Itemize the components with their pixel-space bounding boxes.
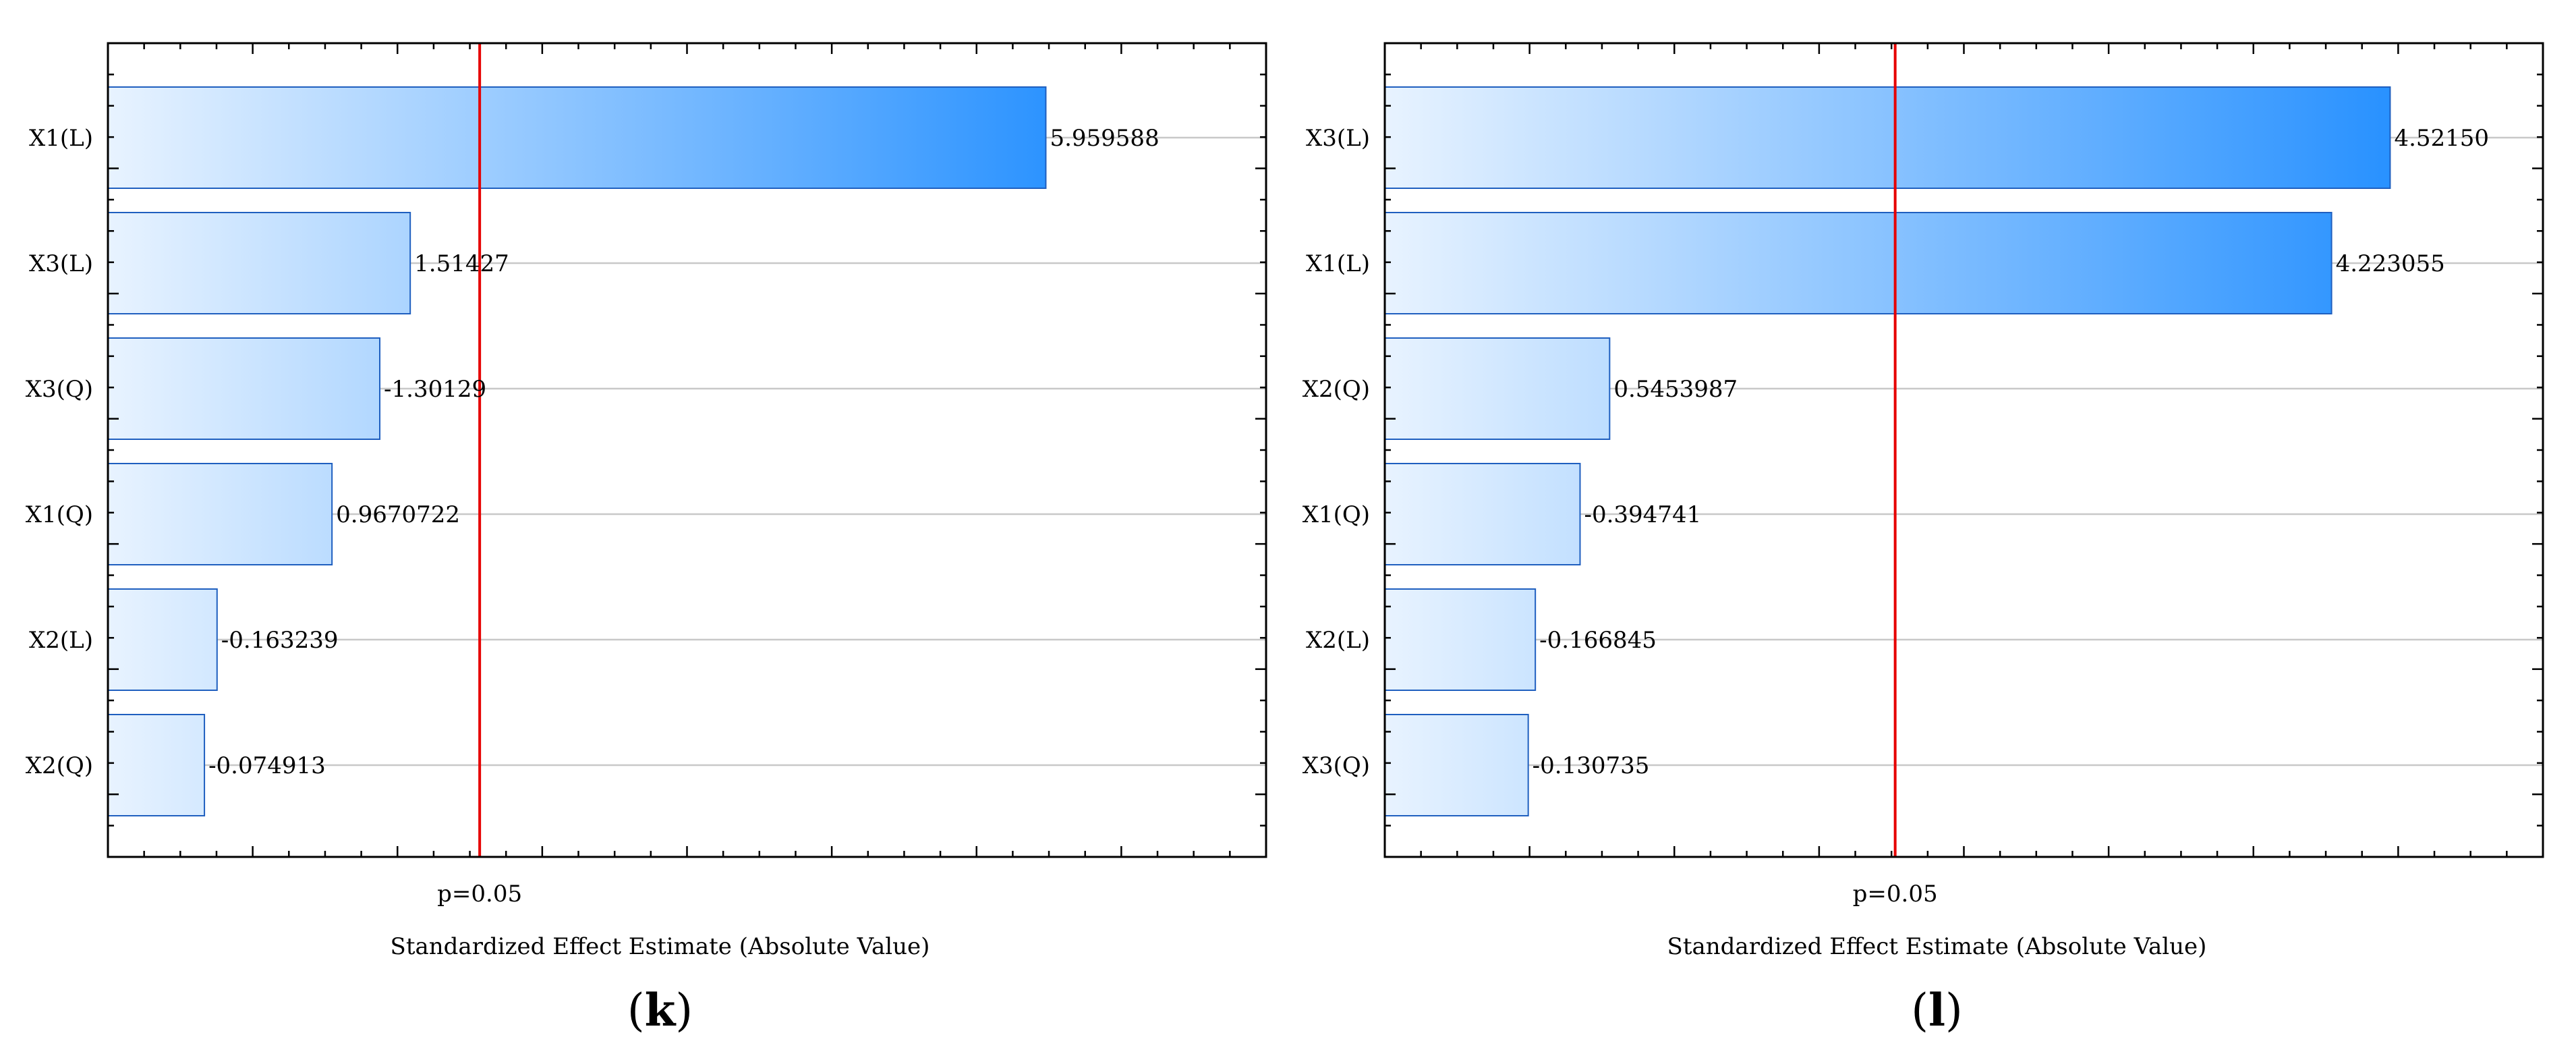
bar — [107, 337, 381, 440]
bars — [107, 86, 1047, 816]
panel-label-open: ( — [1911, 984, 1928, 1036]
bar — [1384, 86, 2391, 189]
value-label: 5.959588 — [1050, 125, 1159, 152]
value-label: -0.074913 — [208, 752, 326, 779]
bar — [1384, 714, 1529, 816]
chart-panel-l: X3(L)X1(L)X2(Q)X1(Q)X2(L)X3(Q) 4.521504.… — [1303, 42, 2544, 1036]
category-label: X1(L) — [1306, 250, 1370, 277]
category-label: X2(Q) — [1303, 376, 1370, 403]
bar — [1384, 588, 1537, 691]
bar — [1384, 212, 2332, 314]
value-label: -0.166845 — [1539, 627, 1657, 654]
bar — [107, 714, 206, 816]
category-label: X1(L) — [29, 125, 93, 152]
value-label: 0.9670722 — [336, 501, 460, 528]
value-label: -0.130735 — [1533, 752, 1650, 779]
category-label: X3(Q) — [1303, 752, 1370, 779]
axis-ticks — [108, 43, 1266, 857]
value-label: 4.223055 — [2336, 250, 2445, 277]
category-label: X2(L) — [29, 627, 93, 654]
value-label: 4.52150 — [2394, 125, 2489, 152]
category-label: X1(Q) — [26, 501, 93, 528]
panel-label: (l) — [1911, 984, 1963, 1036]
value-label: -0.163239 — [221, 627, 339, 654]
panel-label-letter: k — [645, 984, 677, 1036]
panel-label-close: ) — [675, 984, 693, 1036]
bar — [107, 463, 333, 565]
value-labels: 5.959588 1.51427 -1.30129 0.9670722 -0.16323… — [208, 125, 1160, 779]
bar — [1384, 337, 1611, 440]
category-label: X1(Q) — [1303, 501, 1370, 528]
x-axis-label: Standardized Effect Estimate (Absolute V… — [391, 933, 930, 960]
bars — [1384, 86, 2391, 816]
value-label: -1.30129 — [384, 376, 486, 403]
panel-label: (k) — [627, 984, 693, 1036]
bar — [107, 588, 218, 691]
value-label: 1.51427 — [414, 250, 509, 277]
bar — [107, 86, 1047, 189]
category-label: X3(L) — [29, 250, 93, 277]
panel-label-close: ) — [1945, 984, 1963, 1036]
value-labels: 4.52150 4.223055 0.5453987 -0.394741 -0.1668… — [1533, 125, 2489, 779]
value-label: -0.394741 — [1584, 501, 1701, 528]
panel-label-letter: l — [1928, 984, 1945, 1036]
reference-label: p=0.05 — [1853, 881, 1938, 908]
category-label: X2(Q) — [26, 752, 93, 779]
x-axis-label: Standardized Effect Estimate (Absolute V… — [1667, 933, 2207, 960]
panel-label-open: ( — [627, 984, 645, 1036]
category-labels: X1(L) X3(L) X3(Q) X1(Q) X2(L) X2(Q) — [26, 125, 93, 779]
reference-label: p=0.05 — [437, 881, 522, 908]
bar — [107, 212, 411, 314]
category-label: X3(L) — [1306, 125, 1370, 152]
value-label: 0.5453987 — [1613, 376, 1738, 403]
bar — [1384, 463, 1581, 565]
category-label: X2(L) — [1306, 627, 1370, 654]
category-labels: X3(L) X1(L) X2(Q) X1(Q) X2(L) X3(Q) — [1303, 125, 1370, 779]
category-label: X3(Q) — [26, 376, 93, 403]
chart-panel-k: X1(L) X3(L) X3(Q) X1(Q) X2(L) X2(Q) 5.959588 1… — [26, 42, 1267, 1036]
axis-ticks — [1385, 43, 2543, 857]
